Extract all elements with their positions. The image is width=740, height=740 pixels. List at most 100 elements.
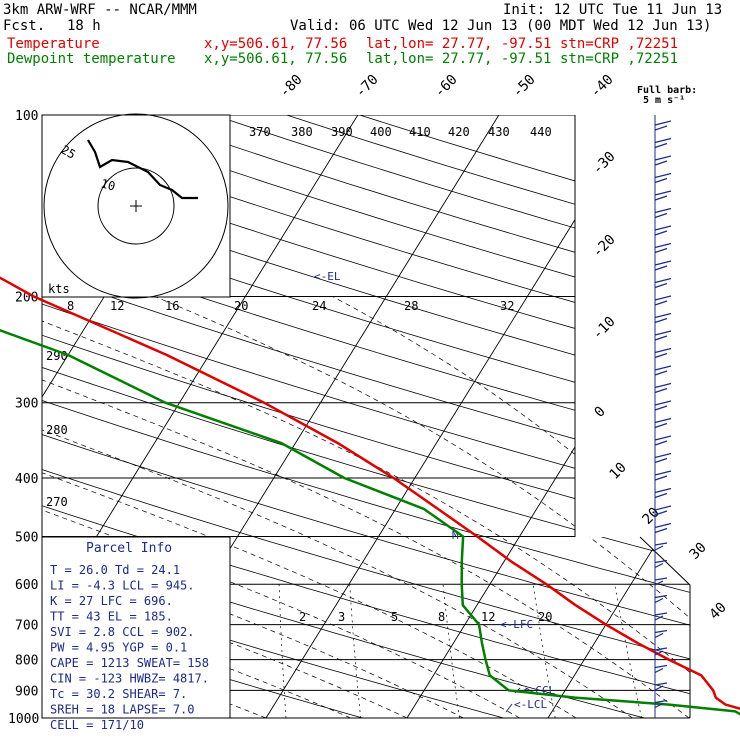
wind-barb xyxy=(654,559,668,569)
dewpoint-xy: x,y=506.61, 77.56 xyxy=(204,51,348,67)
parcel-row: TT = 43 EL = 185. xyxy=(50,610,173,624)
wind-barb xyxy=(654,682,668,691)
parcel-row: CAPE = 1213 SWEAT= 158 xyxy=(50,656,209,670)
mixing-ratio-label: 5 xyxy=(391,610,398,624)
parcel-info-box: Parcel Info T = 26.0 Td = 24.1 LI = -4.3 L… xyxy=(41,536,231,732)
hodograph-panel: 25 10 kts xyxy=(41,113,231,299)
mixing-ratio-label: 28 xyxy=(404,299,418,313)
el-marker: <-EL xyxy=(314,270,341,283)
theta-label: 440 xyxy=(530,125,552,139)
wind-barb xyxy=(654,207,672,219)
hodograph-ring-label: 10 xyxy=(99,176,117,193)
moist-adiabat xyxy=(332,296,690,718)
temperature-label: 10 xyxy=(607,460,630,483)
parcel-row: PW = 4.95 YGP = 0.1 xyxy=(50,641,187,655)
m-marker: M xyxy=(452,529,459,542)
lfc-marker: <-LFC xyxy=(500,618,533,631)
wind-barb xyxy=(654,225,672,236)
mixing-ratio-label: 12 xyxy=(481,610,495,624)
mixing-ratio-line xyxy=(349,584,362,718)
mixing-ratio-label: 8 xyxy=(438,610,445,624)
temperature-station: stn=CRP ,72251 xyxy=(560,36,679,52)
wind-barb xyxy=(654,699,668,709)
theta-label: 280 xyxy=(46,423,68,437)
mixing-ratio-label: 32 xyxy=(500,299,514,313)
pressure-label: 300 xyxy=(15,397,38,412)
wind-barb xyxy=(654,260,672,271)
pressure-label: 900 xyxy=(15,684,38,699)
temperature-label: 0 xyxy=(592,404,609,421)
temperature-label: 30 xyxy=(687,540,710,563)
hodograph-ring xyxy=(97,167,175,245)
dry-adiabat xyxy=(42,115,690,718)
temperature-label: 20 xyxy=(640,505,663,528)
valid-time: Valid: 06 UTC Wed 12 Jun 13 (00 MDT Wed … xyxy=(290,18,712,34)
dry-adiabat xyxy=(359,115,690,718)
theta-label: 390 xyxy=(331,125,353,139)
temperature-label: -30 xyxy=(590,149,619,178)
wind-barb xyxy=(654,400,672,411)
mixing-ratio-label: 8 xyxy=(67,299,74,313)
moist-adiabat xyxy=(42,296,690,718)
wind-barb-column: Full barb:5 m s⁻¹ xyxy=(637,85,697,718)
wind-barb xyxy=(654,542,668,551)
theta-label: 400 xyxy=(370,125,392,139)
parcel-row: K = 27 LFC = 696. xyxy=(50,594,173,608)
wind-barb xyxy=(654,382,672,394)
theta-label: 420 xyxy=(448,125,470,139)
forecast-label: Fcst. xyxy=(3,18,46,34)
barb-key-title: Full barb: xyxy=(637,85,697,96)
mixing-ratio-label: 12 xyxy=(110,299,124,313)
wind-barb xyxy=(654,190,672,201)
mixing-ratio-line xyxy=(532,584,556,718)
mixing-ratio-label: 16 xyxy=(165,299,179,313)
wind-barb xyxy=(654,417,672,429)
temperature-label: -50 xyxy=(510,72,539,101)
hodograph-ring-label: 25 xyxy=(59,142,79,161)
pressure-label: 800 xyxy=(15,654,38,669)
mixing-ratio-line xyxy=(278,584,287,718)
wind-barb xyxy=(654,137,672,149)
moist-adiabat xyxy=(42,296,690,718)
model-title: 3km ARW-WRF -- NCAR/MMM xyxy=(3,2,197,18)
wind-barb xyxy=(654,664,668,674)
temperature-legend: Temperature xyxy=(7,36,100,52)
wind-barb xyxy=(654,435,672,446)
temperature-label: 40 xyxy=(707,600,730,623)
isotherm-line xyxy=(688,115,690,718)
moist-adiabat xyxy=(42,296,633,718)
theta-label: 380 xyxy=(291,125,313,139)
wind-barb xyxy=(654,577,668,586)
parcel-row: SREH = 18 LAPSE= 7.0 xyxy=(50,703,195,717)
temperature-label: -70 xyxy=(353,72,382,101)
wind-barb xyxy=(654,487,672,499)
mixing-ratio-label: 24 xyxy=(312,299,326,313)
moist-adiabat xyxy=(154,296,690,718)
temperature-label: -80 xyxy=(277,72,306,101)
parcel-row: LI = -4.3 LCL = 945. xyxy=(50,579,195,593)
temperature-label: -40 xyxy=(588,72,617,101)
parcel-row: CELL = 171/10 xyxy=(50,718,144,732)
dry-adiabat xyxy=(42,115,690,718)
pressure-label: 600 xyxy=(15,578,38,593)
theta-label: 430 xyxy=(488,125,510,139)
wind-barb xyxy=(654,172,672,184)
parcel-row: Tc = 30.2 SHEAR= 7. xyxy=(50,687,187,701)
mixing-ratio-label: 2 xyxy=(299,610,306,624)
wind-barb xyxy=(654,295,672,306)
mixing-ratio-label: 3 xyxy=(338,610,345,624)
isotherm-line xyxy=(265,115,641,718)
wind-barb xyxy=(654,120,672,131)
mixing-ratio-line xyxy=(614,584,642,718)
wind-barb xyxy=(654,277,672,289)
pressure-label: 700 xyxy=(15,619,38,634)
wind-barb xyxy=(654,470,672,481)
forecast-hour: 18 h xyxy=(67,18,101,34)
pressure-label: 100 xyxy=(15,109,38,124)
lcl-marker: <-LCL xyxy=(514,698,547,711)
dry-adiabat xyxy=(42,115,504,718)
barb-key-units: 5 m s⁻¹ xyxy=(643,95,685,106)
temperature-latlon: lat,lon= 27.77, -97.51 xyxy=(366,36,552,52)
dewpoint-latlon: lat,lon= 27.77, -97.51 xyxy=(366,51,552,67)
dry-adiabat xyxy=(42,115,690,718)
